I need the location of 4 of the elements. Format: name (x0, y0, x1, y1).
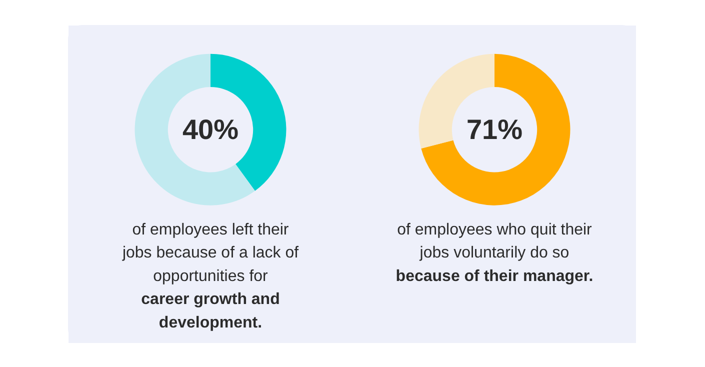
text: career growth and development. (141, 291, 280, 332)
data-label: 40% (182, 114, 239, 146)
text: because of their manager. (396, 268, 594, 285)
data-label: 71% (466, 114, 523, 146)
